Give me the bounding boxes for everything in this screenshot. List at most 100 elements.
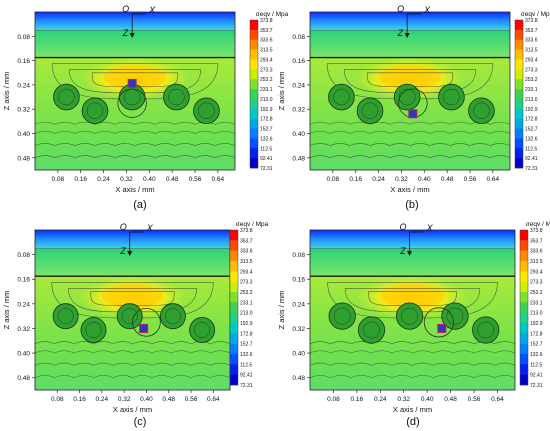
colorbar-title: σeqv / Mpa: [521, 11, 550, 18]
z-tick-label: 0.08: [292, 34, 305, 41]
particle: [472, 316, 500, 344]
x-tick-label: 0.08: [327, 176, 340, 183]
panel-label: (b): [405, 199, 418, 211]
colorbar-label: 373.8: [530, 228, 543, 234]
z-tick-label: 0.24: [17, 301, 30, 308]
x-tick-label: 0.48: [441, 176, 454, 183]
origin-z-arrowhead: [404, 33, 410, 38]
colorbar-segment: [515, 29, 523, 41]
contour-line: [35, 155, 235, 159]
colorbar-label: 112.5: [530, 362, 542, 368]
panel-c: O X Z 0.08 0.16 0.24 0.32 0.40 0.48 0.56 0.64 X axi…: [2, 221, 269, 428]
particle-inner-contour: [57, 308, 74, 325]
colorbar-label: 353.7: [530, 238, 543, 244]
colorbar-label: 333.6: [525, 38, 538, 44]
z-tick-label: 0.16: [292, 58, 305, 65]
colorbar-label: 313.5: [240, 259, 253, 265]
defect-marker: [139, 323, 149, 333]
x-tick-label: 0.56: [185, 396, 198, 403]
origin-label: O: [400, 222, 407, 232]
x-axis-label: X axis / mm: [113, 405, 152, 414]
contour-line: [310, 155, 510, 159]
z-tick-label: 0.40: [17, 351, 30, 358]
particle: [116, 303, 143, 330]
colorbar-label: 92.41: [260, 156, 273, 162]
colorbar-title: σeqv / Mpa: [526, 221, 550, 228]
colorbar-label: 132.6: [525, 136, 538, 142]
colorbar-label: 293.4: [260, 57, 273, 63]
z-tick-label: 0.24: [17, 82, 30, 89]
particle: [395, 302, 424, 330]
z-axis-label: Z axis / mm: [277, 291, 286, 330]
particle-inner-contour: [194, 321, 211, 339]
colorbar-label: 72.31: [525, 166, 538, 172]
x-tick-label: 0.48: [162, 396, 175, 403]
colorbar-label: 353.7: [260, 28, 273, 34]
particle: [118, 83, 146, 111]
colorbar-label: 192.9: [525, 107, 538, 113]
colorbar-segment: [520, 302, 528, 313]
colorbar-label: 293.4: [530, 269, 543, 275]
colorbar: 373.8 353.7 333.6 313.5 293.4 273.3 253.2 233.1…: [229, 221, 269, 389]
colorbar-segment: [520, 281, 528, 293]
z-axis-label: Z axis / mm: [2, 291, 11, 330]
contour-line: [310, 375, 515, 378]
z-tick-label: 0.32: [17, 107, 30, 114]
colorbar-label: 132.6: [260, 136, 273, 142]
x-tick-label: 0.08: [327, 396, 340, 403]
x-tick-label: 0.24: [96, 396, 109, 403]
colorbar-segment: [520, 240, 528, 251]
colorbar-segment: [520, 271, 528, 282]
colorbar-title: σeqv / Mpa: [236, 221, 269, 228]
x-tick-label: 0.08: [52, 176, 65, 183]
colorbar-label: 353.7: [240, 238, 253, 244]
colorbar-segment: [230, 250, 238, 262]
colorbar-label: 253.2: [530, 290, 543, 296]
origin-x-label: X: [148, 5, 156, 15]
colorbar-segment: [520, 374, 528, 386]
z-axis-label: Z axis / mm: [2, 72, 11, 111]
colorbar-segment: [520, 292, 528, 303]
colorbar-segment: [515, 69, 523, 80]
origin-z-arrowhead: [127, 251, 133, 256]
bond-layer-region: [35, 30, 235, 58]
origin-z-label: Z: [119, 246, 126, 256]
colorbar-segment: [515, 98, 523, 110]
contour-line: [310, 143, 510, 146]
defect-marker: [127, 78, 137, 88]
colorbar-label: 213.0: [530, 311, 543, 317]
particle: [441, 302, 469, 330]
z-tick-label: 0.08: [292, 252, 305, 259]
contour-line: [310, 130, 510, 134]
colorbar-segment: [250, 158, 258, 169]
top-coating-region: [310, 12, 510, 31]
colorbar-label: 273.3: [530, 280, 543, 286]
z-tick-label: 0.40: [17, 131, 30, 138]
colorbar-label: 213.0: [240, 311, 253, 317]
origin-z-label: Z: [397, 28, 404, 38]
particle-inner-contour: [363, 321, 380, 339]
high-stress-core: [378, 65, 442, 90]
plot-frame: [309, 11, 511, 171]
z-tick-label: 0.48: [17, 375, 30, 382]
colorbar-label: 152.7: [525, 127, 538, 133]
origin-label: O: [120, 222, 127, 232]
colorbar-label: 112.5: [260, 146, 272, 152]
z-axis-label: Z axis / mm: [277, 72, 286, 111]
colorbar-segment: [230, 302, 238, 313]
plot-area: [35, 230, 230, 390]
colorbar-frame: [519, 229, 529, 386]
colorbar-label: 112.5: [240, 362, 252, 368]
z-tick-label: 0.32: [292, 326, 305, 333]
colorbar-segment: [515, 59, 523, 70]
plot-area: [35, 12, 235, 170]
colorbar-label: 72.31: [260, 166, 273, 172]
colorbar-segment: [515, 89, 523, 100]
colorbar-label: 172.8: [260, 117, 273, 123]
bond-layer-region: [310, 248, 515, 277]
origin-z-arrowhead: [129, 33, 135, 38]
colorbar-label: 253.2: [240, 290, 253, 296]
contour-line: [310, 362, 515, 366]
x-tick-label: 0.64: [207, 396, 220, 403]
colorbar-label: 233.1: [240, 300, 253, 306]
